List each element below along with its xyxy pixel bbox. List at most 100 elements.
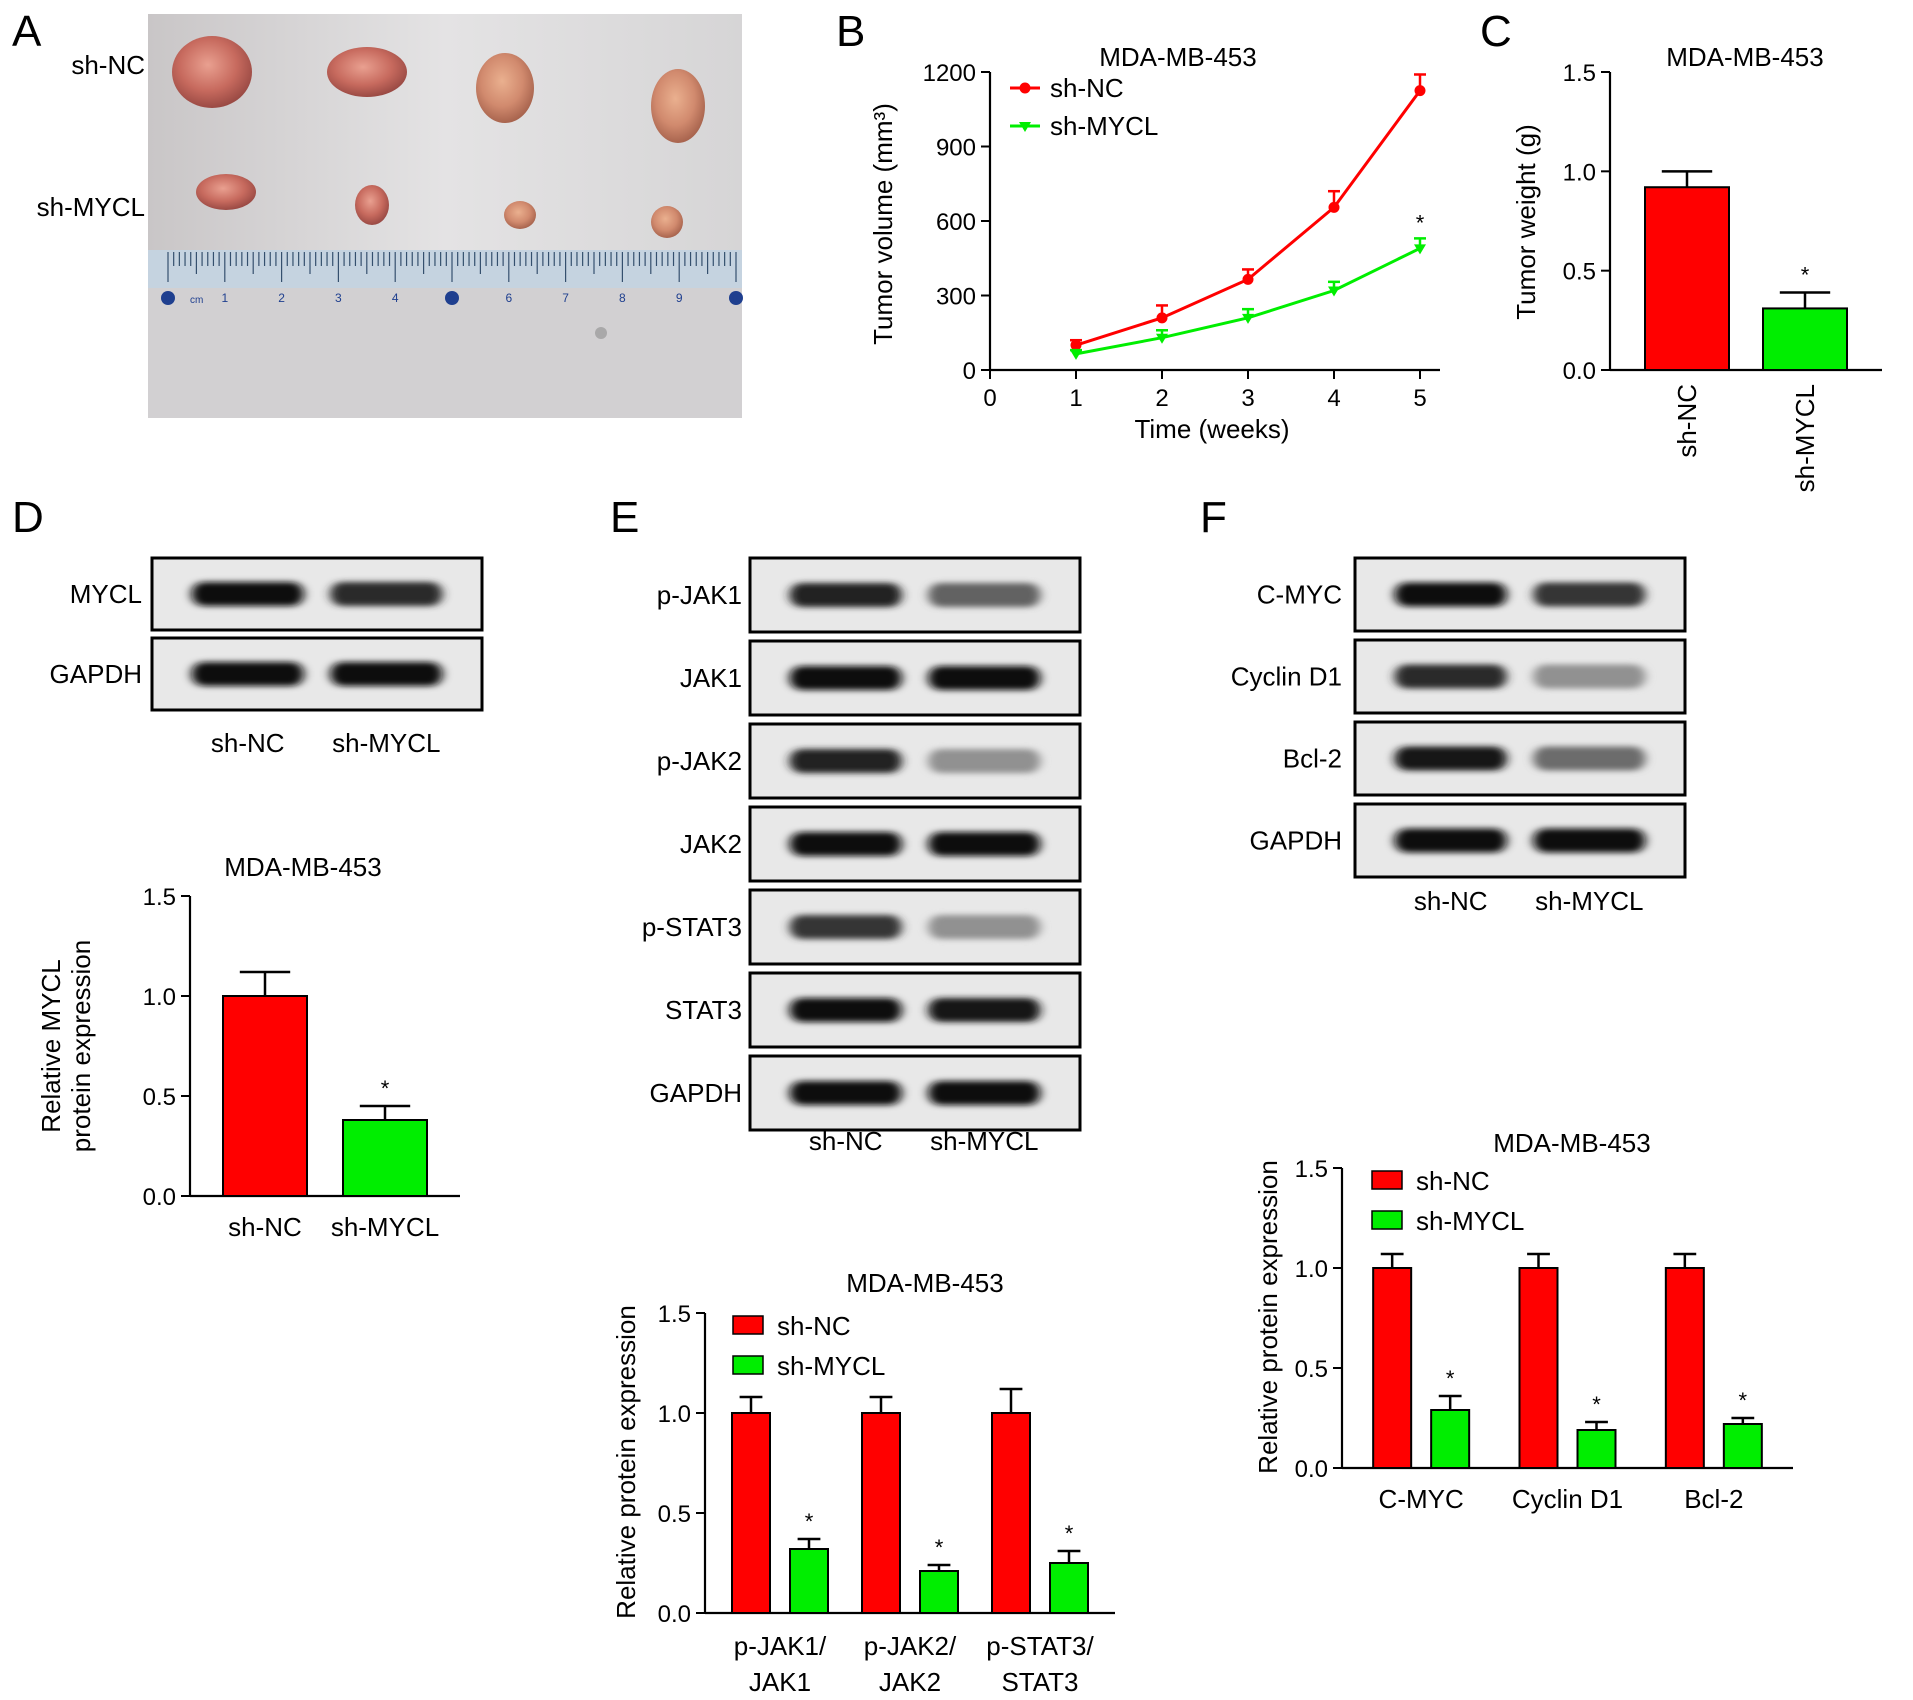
data-point-sh-mycl: [1414, 244, 1426, 255]
ruler-number: 2: [278, 291, 285, 305]
y-tick-label: 1200: [923, 60, 976, 87]
data-point-sh-nc: [1328, 201, 1340, 213]
tumor-photo: 0 1 2 3 4 5 6 7 8 9 10 cm: [148, 14, 743, 418]
tumor-sh-mycl-4: [651, 206, 683, 238]
y-tick-label: 1.0: [143, 984, 176, 1011]
bar-p-stat3-stat3-sh-mycl: [1049, 1562, 1089, 1614]
x-category-label: sh-MYCL: [1790, 384, 1820, 492]
y-tick-label: 600: [936, 209, 976, 236]
bar-cyclin-d1-sh-mycl: [1576, 1429, 1617, 1469]
bar-bcl-2-sh-nc: [1664, 1267, 1705, 1469]
x-category-label: STAT3: [1001, 1667, 1078, 1697]
blot-band: [789, 998, 902, 1022]
blot-band: [928, 998, 1041, 1022]
blot-band: [1533, 746, 1646, 771]
ruler-marker: [445, 291, 459, 305]
y-tick-label: 0.5: [1295, 1356, 1328, 1383]
blot-row-label-c-myc: C-MYC: [1257, 580, 1342, 610]
photo-row-label-sh-nc: sh-NC: [71, 50, 145, 80]
y-tick-label: 0.5: [1563, 259, 1596, 286]
blot-lane-label-sh-nc: sh-NC: [809, 1126, 883, 1156]
blot-band: [928, 915, 1041, 939]
x-tick-label: 1: [1069, 385, 1082, 412]
x-category-label: C-MYC: [1379, 1484, 1464, 1514]
blot-lane-label-sh-mycl: sh-MYCL: [1535, 886, 1643, 916]
significance-star: *: [1065, 1521, 1074, 1546]
data-point-sh-nc: [1156, 312, 1168, 324]
x-category-label: sh-MYCL: [331, 1212, 439, 1242]
blot-row-label-p-jak2: p-JAK2: [657, 746, 742, 776]
y-tick-label: 0.0: [1295, 1456, 1328, 1483]
y-tick-label: 0.0: [1563, 358, 1596, 385]
blot-row-label-gapdh: GAPDH: [1250, 826, 1342, 856]
bar-sh-mycl: [1762, 307, 1848, 371]
y-axis-label: protein expression: [66, 940, 96, 1152]
significance-star: *: [935, 1535, 944, 1560]
significance-star: *: [1801, 263, 1810, 288]
blot-band: [928, 832, 1041, 856]
blot-lane-label-sh-mycl: sh-MYCL: [930, 1126, 1038, 1156]
blot-band: [1533, 664, 1646, 689]
y-tick-label: 1.5: [1563, 60, 1596, 87]
ruler-number: 1: [221, 291, 228, 305]
chart-title: MDA-MB-453: [1666, 42, 1823, 72]
y-tick-label: 0.0: [143, 1184, 176, 1211]
y-axis-label: Relative protein expression: [611, 1305, 641, 1619]
panel-letter-c: C: [1480, 7, 1512, 56]
blot-band: [928, 583, 1041, 607]
blot-band: [330, 582, 443, 606]
x-tick-label: 0: [983, 385, 996, 412]
y-axis-label: Tumor weight (g): [1511, 124, 1541, 320]
bar-sh-nc: [1644, 186, 1730, 371]
panel-letter-e: E: [610, 493, 639, 542]
y-tick-label: 0.5: [658, 1501, 691, 1528]
x-tick-label: 4: [1327, 385, 1340, 412]
tumor-sh-mycl-3: [504, 201, 536, 229]
western-blot-d: MYCL GAPDH sh-NC sh-MYCL: [50, 556, 484, 758]
significance-star: *: [381, 1076, 390, 1101]
y-axis-label: Relative MYCL: [36, 959, 66, 1132]
data-point-sh-mycl: [1242, 313, 1254, 324]
x-category-label: sh-NC: [1672, 384, 1702, 458]
ruler-marker: [729, 291, 743, 305]
legend-label-sh-nc: sh-NC: [777, 1311, 851, 1341]
y-tick-label: 900: [936, 135, 976, 162]
blot-row-label-bcl-2: Bcl-2: [1283, 744, 1342, 774]
blot-lane-label-sh-nc: sh-NC: [1414, 886, 1488, 916]
bar-sh-mycl: [342, 1119, 428, 1197]
blot-row-label-jak1: JAK1: [680, 663, 742, 693]
x-axis-label: Time (weeks): [1134, 414, 1289, 444]
ruler-number: 3: [335, 291, 342, 305]
blot-band: [1533, 828, 1646, 853]
blot-row-label-stat3: STAT3: [665, 995, 742, 1025]
blot-row-label-gapdh: GAPDH: [650, 1078, 742, 1108]
panel-letter-d: D: [12, 493, 44, 542]
y-axis-label: Relative protein expression: [1253, 1160, 1283, 1474]
y-tick-label: 0.5: [143, 1084, 176, 1111]
legend-swatch-sh-mycl: [732, 1355, 764, 1375]
blot-band: [1394, 746, 1507, 771]
data-point-sh-nc: [1070, 339, 1082, 351]
y-tick-label: 1.0: [1295, 1256, 1328, 1283]
blot-band: [789, 832, 902, 856]
blot-row-label-p-stat3: p-STAT3: [642, 912, 742, 942]
bar-c-myc-sh-mycl: [1430, 1409, 1471, 1469]
blot-row-label-jak2: JAK2: [680, 829, 742, 859]
blot-band: [928, 1081, 1041, 1105]
photo-row-label-sh-mycl: sh-MYCL: [37, 192, 145, 222]
chart-c-tumor-weight: MDA-MB-453 0.0 0.5 1.0 1.5 Tumor weight (g) sh…: [1511, 42, 1882, 492]
bar-p-stat3-stat3-sh-nc: [991, 1412, 1031, 1614]
panel-letter-f: F: [1200, 493, 1227, 542]
ruler-number: 8: [619, 291, 626, 305]
significance-star: *: [1446, 1366, 1455, 1391]
blot-band: [789, 915, 902, 939]
chart-d-mycl-expression: MDA-MB-453 0.0 0.5 1.0 1.5 Relative MYCL prote…: [36, 852, 460, 1242]
data-point-sh-mycl: [1070, 349, 1082, 360]
data-point-sh-mycl: [1156, 333, 1168, 344]
blot-row-label-mycl: MYCL: [70, 579, 142, 609]
x-category-label: p-STAT3/: [986, 1631, 1094, 1661]
blot-row-label-cyclin-d1: Cyclin D1: [1231, 662, 1342, 692]
blot-row-label-gapdh: GAPDH: [50, 659, 142, 689]
significance-star: *: [1592, 1392, 1601, 1417]
blot-band: [191, 582, 304, 606]
